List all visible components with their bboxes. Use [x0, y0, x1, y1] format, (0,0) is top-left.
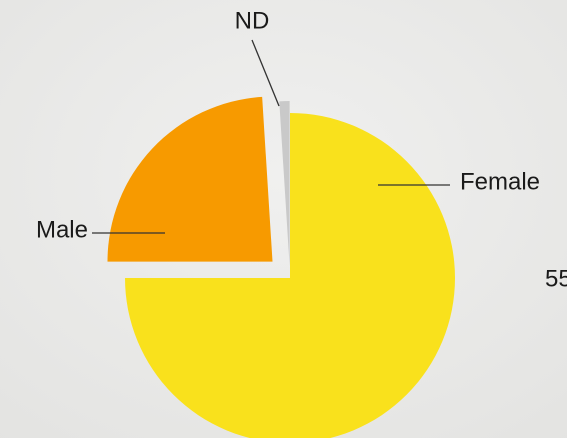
slice-label: Female [460, 168, 540, 195]
page: {"chart_data": {"type": "pie", "categori… [0, 0, 567, 438]
slice-label: ND [235, 7, 270, 34]
chart: 55 Female Male ND [0, 0, 567, 438]
slice-label: Male [36, 216, 88, 243]
annotation: 55 [545, 265, 567, 292]
